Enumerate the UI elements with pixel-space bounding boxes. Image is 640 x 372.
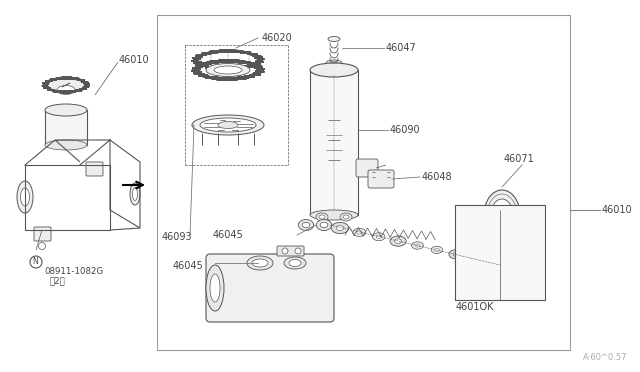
Ellipse shape bbox=[310, 63, 358, 77]
Ellipse shape bbox=[298, 219, 314, 231]
Text: A·60^0.57: A·60^0.57 bbox=[582, 353, 627, 362]
Ellipse shape bbox=[289, 260, 301, 266]
FancyBboxPatch shape bbox=[34, 227, 51, 241]
Ellipse shape bbox=[332, 222, 349, 234]
Ellipse shape bbox=[372, 233, 385, 241]
FancyBboxPatch shape bbox=[356, 159, 378, 177]
Ellipse shape bbox=[491, 199, 513, 231]
Ellipse shape bbox=[316, 219, 332, 231]
Bar bbox=[157, 15, 570, 350]
Ellipse shape bbox=[20, 188, 29, 206]
Ellipse shape bbox=[210, 274, 220, 302]
Ellipse shape bbox=[192, 115, 264, 135]
Ellipse shape bbox=[329, 71, 339, 76]
FancyBboxPatch shape bbox=[368, 170, 394, 188]
Ellipse shape bbox=[326, 60, 342, 66]
Ellipse shape bbox=[45, 104, 87, 116]
Ellipse shape bbox=[252, 259, 268, 267]
Text: 08911-1082G: 08911-1082G bbox=[44, 267, 103, 276]
Ellipse shape bbox=[493, 262, 497, 264]
Ellipse shape bbox=[302, 222, 310, 228]
Ellipse shape bbox=[474, 257, 478, 260]
Ellipse shape bbox=[319, 215, 325, 219]
Circle shape bbox=[30, 256, 42, 268]
Ellipse shape bbox=[356, 231, 362, 234]
Ellipse shape bbox=[206, 265, 224, 311]
Text: 46047: 46047 bbox=[386, 43, 417, 53]
Ellipse shape bbox=[206, 64, 250, 77]
Ellipse shape bbox=[435, 248, 439, 251]
Ellipse shape bbox=[353, 228, 366, 237]
Bar bbox=[310, 70, 358, 215]
Text: 4601OK: 4601OK bbox=[456, 302, 495, 312]
Text: 46010: 46010 bbox=[602, 205, 632, 215]
Ellipse shape bbox=[415, 244, 420, 247]
Ellipse shape bbox=[490, 260, 500, 266]
Ellipse shape bbox=[343, 215, 349, 219]
Ellipse shape bbox=[316, 213, 328, 221]
Ellipse shape bbox=[431, 246, 443, 253]
Ellipse shape bbox=[453, 252, 460, 256]
Bar bbox=[45, 110, 87, 145]
Ellipse shape bbox=[449, 250, 463, 259]
Ellipse shape bbox=[57, 86, 75, 94]
Circle shape bbox=[38, 243, 45, 250]
Ellipse shape bbox=[412, 242, 424, 249]
Text: 46093: 46093 bbox=[162, 232, 193, 242]
Ellipse shape bbox=[17, 181, 33, 213]
Ellipse shape bbox=[336, 225, 344, 230]
Ellipse shape bbox=[130, 183, 140, 205]
Ellipse shape bbox=[310, 210, 358, 220]
Ellipse shape bbox=[46, 79, 86, 91]
Ellipse shape bbox=[390, 236, 406, 246]
Text: 46010: 46010 bbox=[119, 55, 150, 65]
Text: 46071: 46071 bbox=[504, 154, 535, 164]
Text: 46020: 46020 bbox=[262, 33, 292, 43]
Ellipse shape bbox=[200, 118, 256, 132]
Ellipse shape bbox=[45, 140, 87, 150]
Text: N: N bbox=[32, 257, 38, 266]
FancyBboxPatch shape bbox=[277, 246, 304, 256]
Circle shape bbox=[282, 248, 288, 254]
Ellipse shape bbox=[247, 256, 273, 270]
Circle shape bbox=[295, 248, 301, 254]
FancyBboxPatch shape bbox=[86, 162, 103, 176]
Ellipse shape bbox=[218, 122, 238, 128]
Ellipse shape bbox=[395, 239, 402, 243]
Text: 46045: 46045 bbox=[213, 230, 244, 240]
Ellipse shape bbox=[330, 61, 338, 64]
Ellipse shape bbox=[214, 66, 242, 74]
Ellipse shape bbox=[320, 222, 328, 228]
FancyBboxPatch shape bbox=[206, 254, 334, 322]
Text: 46048: 46048 bbox=[422, 172, 452, 182]
Bar bbox=[455, 205, 545, 300]
Ellipse shape bbox=[484, 190, 520, 240]
Ellipse shape bbox=[376, 235, 381, 238]
Ellipse shape bbox=[340, 213, 352, 221]
Text: 46045: 46045 bbox=[173, 261, 204, 271]
Ellipse shape bbox=[284, 257, 306, 269]
Text: （2）: （2） bbox=[50, 276, 66, 285]
Text: 46090: 46090 bbox=[390, 125, 420, 135]
Ellipse shape bbox=[132, 187, 138, 201]
Ellipse shape bbox=[470, 255, 481, 262]
Ellipse shape bbox=[328, 36, 340, 42]
